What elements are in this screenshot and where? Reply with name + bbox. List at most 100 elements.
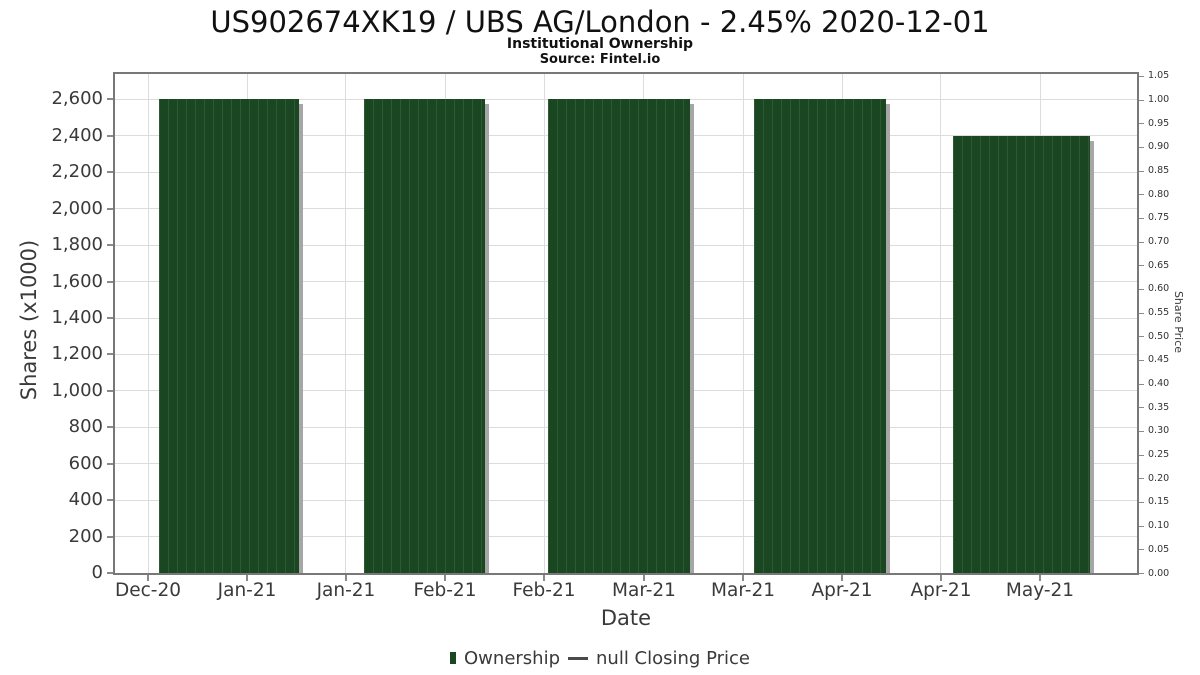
- y-tick-mark: [107, 462, 113, 465]
- legend-label-closing-price: null Closing Price: [596, 647, 750, 669]
- share-price-tick-mark: [1139, 454, 1144, 456]
- y-tick-mark: [107, 535, 113, 538]
- share-price-tick-mark: [1139, 573, 1144, 574]
- x-tick-label: Dec-20: [114, 580, 181, 601]
- share-price-tick-mark: [1139, 549, 1144, 551]
- x-tick-mark: [642, 575, 645, 581]
- gridline-vertical: [742, 74, 744, 573]
- share-price-tick-label: 0.15: [1148, 496, 1170, 508]
- y-tick-mark: [107, 244, 113, 247]
- share-price-tick-mark: [1139, 525, 1144, 527]
- share-price-tick-mark: [1139, 359, 1144, 361]
- share-price-tick-label: 0.55: [1148, 307, 1170, 319]
- x-tick-mark: [543, 575, 546, 581]
- y-tick-label: 800: [68, 416, 103, 438]
- x-tick-label: Jan-21: [217, 580, 277, 601]
- x-tick-label: Feb-21: [512, 580, 576, 601]
- legend-bar-swatch-icon: [450, 652, 457, 664]
- chart-title: US902674XK19 / UBS AG/London - 2.45% 202…: [210, 5, 990, 39]
- share-price-tick-mark: [1139, 407, 1144, 409]
- x-axis-label: Date: [600, 606, 652, 630]
- y-tick-label: 2,400: [51, 124, 103, 146]
- bar-shadow: [689, 104, 694, 573]
- bar-shadow: [885, 104, 890, 573]
- share-price-tick-mark: [1139, 241, 1144, 243]
- share-price-tick-label: 0.40: [1148, 378, 1170, 390]
- y-tick-label: 1,000: [51, 379, 103, 401]
- legend-line-swatch-icon: [568, 656, 589, 660]
- y-tick-label: 0: [91, 562, 103, 583]
- chart-source: Source: Fintel.io: [539, 52, 661, 67]
- y-tick-label: 400: [68, 489, 103, 511]
- plot-area: [113, 72, 1139, 575]
- share-price-tick-label: 0.50: [1148, 330, 1170, 342]
- bar-shadow: [1089, 140, 1094, 573]
- share-price-tick-mark: [1139, 430, 1144, 432]
- y-tick-mark: [107, 171, 113, 174]
- y-tick-mark: [107, 389, 113, 392]
- share-price-tick-mark: [1139, 383, 1144, 385]
- gridline-vertical: [345, 74, 347, 573]
- y-tick-label: 2,600: [51, 88, 103, 110]
- x-tick-label: Mar-21: [612, 580, 676, 601]
- x-tick-mark: [444, 575, 446, 581]
- x-tick-mark: [147, 575, 149, 581]
- y-tick-label: 1,600: [51, 270, 103, 292]
- share-price-tick-label: 0.80: [1148, 188, 1170, 200]
- ownership-bar: [159, 99, 299, 573]
- share-price-tick-label: 1.00: [1148, 94, 1170, 106]
- x-tick-label: Apr-21: [910, 580, 972, 601]
- y-tick-mark: [107, 98, 113, 101]
- gridline-vertical: [940, 74, 942, 573]
- share-price-tick-label: 0.70: [1148, 236, 1170, 248]
- share-price-tick-label: 0.30: [1148, 425, 1170, 437]
- bar-shadow: [298, 104, 303, 573]
- share-price-tick-label: 0.60: [1148, 283, 1170, 295]
- x-tick-label: Mar-21: [711, 580, 775, 601]
- y-tick-label: 2,000: [51, 197, 103, 219]
- share-price-tick-label: 0.25: [1148, 449, 1170, 461]
- share-price-tick-mark: [1139, 312, 1144, 314]
- chart-subtitle: Institutional Ownership: [506, 36, 694, 52]
- x-tick-mark: [344, 575, 347, 581]
- share-price-tick-label: 0.45: [1148, 354, 1170, 366]
- x-tick-label: Feb-21: [413, 580, 477, 601]
- share-price-tick-mark: [1139, 288, 1144, 290]
- share-price-tick-label: 0.35: [1148, 401, 1170, 413]
- x-tick-label: Jan-21: [316, 580, 376, 601]
- y-axis-label-right: Share Price: [1172, 290, 1185, 354]
- y-tick-label: 600: [68, 452, 103, 474]
- share-price-tick-mark: [1139, 99, 1144, 101]
- y-tick-mark: [107, 572, 113, 574]
- share-price-tick-mark: [1139, 123, 1144, 125]
- ownership-bar: [363, 99, 485, 573]
- y-tick-label: 1,200: [51, 343, 103, 365]
- y-tick-label: 1,800: [51, 234, 103, 256]
- share-price-tick-mark: [1139, 146, 1144, 148]
- share-price-tick-mark: [1139, 217, 1144, 219]
- share-price-tick-label: 0.75: [1148, 212, 1170, 224]
- y-tick-mark: [107, 499, 113, 502]
- x-tick-mark: [841, 575, 844, 581]
- legend: Ownership null Closing Price: [0, 646, 1200, 670]
- share-price-tick-label: 0.00: [1148, 567, 1170, 579]
- gridline-vertical: [543, 74, 545, 573]
- y-tick-label: 200: [68, 525, 103, 547]
- gridline-vertical: [147, 74, 149, 573]
- y-tick-mark: [107, 353, 113, 356]
- y-tick-mark: [107, 207, 113, 210]
- share-price-tick-label: 0.20: [1148, 472, 1170, 484]
- ownership-bar: [548, 99, 690, 573]
- x-tick-label: Apr-21: [811, 580, 873, 601]
- ownership-bar: [753, 99, 886, 573]
- y-tick-mark: [107, 280, 113, 283]
- x-tick-mark: [742, 575, 745, 581]
- share-price-tick-mark: [1139, 501, 1144, 503]
- y-tick-mark: [107, 134, 113, 137]
- y-tick-mark: [107, 317, 113, 320]
- y-tick-label: 2,200: [51, 161, 103, 183]
- share-price-tick-mark: [1139, 194, 1144, 196]
- bar-shadow: [484, 104, 489, 573]
- x-tick-mark: [1039, 575, 1041, 581]
